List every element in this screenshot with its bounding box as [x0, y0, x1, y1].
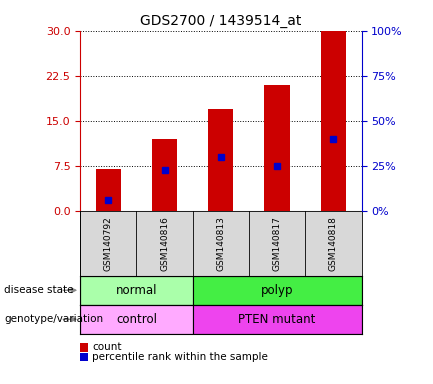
Text: disease state: disease state: [4, 285, 74, 295]
Bar: [208, 109, 233, 211]
Text: GSM140792: GSM140792: [104, 216, 113, 271]
Bar: [193, 305, 362, 334]
Bar: [96, 169, 121, 211]
Text: percentile rank within the sample: percentile rank within the sample: [92, 352, 268, 362]
Title: GDS2700 / 1439514_at: GDS2700 / 1439514_at: [140, 14, 301, 28]
Bar: [80, 276, 193, 305]
Text: PTEN mutant: PTEN mutant: [239, 313, 316, 326]
Text: normal: normal: [116, 284, 157, 297]
Text: count: count: [92, 343, 122, 353]
Bar: [321, 31, 346, 211]
Bar: [80, 305, 193, 334]
Text: GSM140818: GSM140818: [329, 216, 338, 271]
Text: GSM140816: GSM140816: [160, 216, 169, 271]
Bar: [152, 139, 177, 211]
Text: control: control: [116, 313, 157, 326]
Text: GSM140817: GSM140817: [273, 216, 281, 271]
Text: genotype/variation: genotype/variation: [4, 314, 103, 324]
Bar: [265, 85, 290, 211]
Text: GSM140813: GSM140813: [216, 216, 225, 271]
Text: polyp: polyp: [261, 284, 294, 297]
Bar: [193, 276, 362, 305]
